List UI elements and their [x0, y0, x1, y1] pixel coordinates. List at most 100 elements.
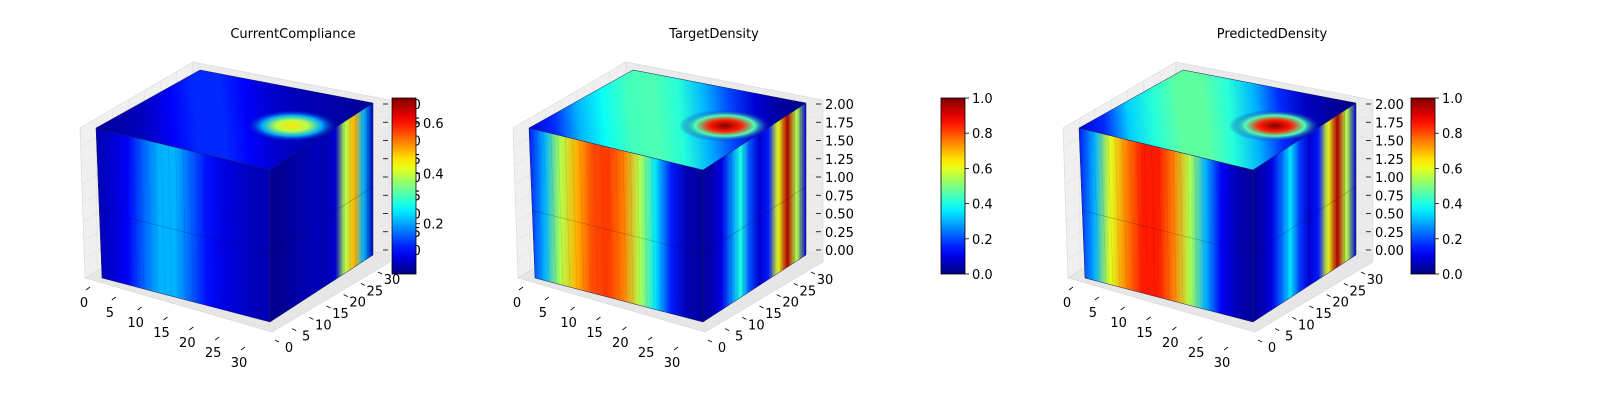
voxel-edge: [139, 138, 145, 290]
colorbar-tick-label: 0.0: [972, 268, 993, 283]
colorbar-frame: [1410, 97, 1436, 275]
x-tick-mark: [1068, 286, 1074, 291]
y-tick-mark: [1309, 305, 1314, 309]
colorbar-tick-label: 1.0: [972, 92, 993, 107]
voxel-edge: [153, 141, 159, 293]
voxel-edge: [1129, 140, 1135, 291]
voxel-edge: [1114, 136, 1121, 288]
voxel-edge: [688, 166, 690, 319]
y-tick-mark: [1257, 339, 1263, 343]
voxel-edge: [1180, 152, 1184, 304]
voxel-edge: [146, 140, 152, 291]
y-tick-label: 5: [1285, 330, 1293, 345]
z-tick-label: 1.75: [825, 116, 854, 131]
x-tick-label: 15: [1136, 326, 1153, 341]
x-tick-mark: [1120, 306, 1125, 311]
voxel-edge: [637, 154, 641, 306]
y-tick-mark: [1292, 316, 1297, 320]
voxel-edge: [601, 145, 606, 297]
voxel-edge: [564, 136, 571, 288]
voxel-edge: [175, 147, 180, 299]
y-tick-mark: [724, 328, 730, 332]
y-tick-mark: [360, 282, 366, 286]
voxel-edge: [1143, 143, 1149, 295]
y-tick-label: 30: [817, 273, 834, 288]
x-tick-mark: [1172, 326, 1177, 331]
cube-top-face: [528, 69, 807, 171]
voxel-edge: [1230, 164, 1233, 317]
voxel-edge: [1093, 131, 1100, 282]
x-tick-label: 30: [231, 356, 248, 371]
voxel-edge: [535, 129, 543, 280]
x-tick-mark: [1146, 316, 1151, 321]
z-tick-label: 1.25: [1375, 153, 1404, 168]
voxel-edge: [247, 164, 250, 317]
voxel-edge: [197, 152, 201, 304]
voxel-edge: [1172, 150, 1177, 302]
z-tick-label: 0.25: [1375, 226, 1404, 241]
y-tick-label: 0: [285, 341, 293, 356]
y-tick-label: 20: [1332, 296, 1349, 311]
voxel-edge: [240, 162, 243, 315]
y-tick-label: 15: [765, 307, 782, 322]
y-tick-mark: [326, 305, 331, 309]
y-tick-mark: [742, 316, 747, 320]
voxel-seam: [1082, 186, 1357, 254]
voxel-edge: [204, 154, 208, 306]
colorbar: [392, 98, 416, 274]
x-tick-label: 0: [80, 296, 88, 311]
z-tick-label: 0.00: [825, 244, 854, 259]
y-tick-label: 25: [1350, 284, 1367, 299]
top-hotspot: [678, 109, 771, 142]
z-tick-label: 0.25: [825, 226, 854, 241]
x-tick-label: 10: [560, 316, 577, 331]
voxel-edge: [1187, 154, 1191, 306]
voxel-edge: [586, 141, 592, 293]
colorbar-tick-label: 0.2: [972, 233, 993, 248]
x-tick-label: 25: [638, 346, 655, 361]
top-hotspot: [245, 109, 338, 142]
y-tick-mark: [810, 271, 816, 275]
voxel-edge: [131, 136, 138, 288]
z-tick-label: 0.75: [825, 189, 854, 204]
voxel-edge: [572, 138, 578, 290]
x-tick-mark: [647, 336, 653, 341]
colorbar: [941, 98, 965, 274]
x-tick-label: 10: [1110, 316, 1127, 331]
colorbar: [1411, 98, 1435, 274]
colorbar-tick-label: 0.4: [423, 167, 444, 182]
colorbar-tick-label: 0.6: [423, 117, 444, 132]
voxel-edge: [255, 166, 257, 319]
y-tick-label: 10: [1298, 318, 1315, 333]
x-tick-label: 5: [106, 306, 114, 321]
colorbar-tick-label: 0.6: [972, 162, 993, 177]
voxel-edge: [673, 162, 676, 315]
voxel-edge: [550, 133, 557, 284]
voxel-edge: [651, 157, 655, 310]
voxel-edge: [557, 134, 564, 286]
voxel-edge: [211, 155, 215, 308]
y-tick-label: 30: [1367, 273, 1384, 288]
y-tick-label: 15: [1315, 307, 1332, 322]
x-tick-label: 15: [586, 326, 603, 341]
top-hotspot: [1228, 109, 1321, 142]
grid-line: [528, 118, 531, 269]
x-tick-mark: [189, 326, 194, 331]
voxel-edge: [189, 150, 194, 302]
x-tick-mark: [596, 316, 601, 321]
voxel-edge: [102, 129, 110, 280]
colorbar-tick-label: 0.8: [972, 127, 993, 142]
voxel-edge: [543, 131, 550, 282]
y-tick-label: 20: [782, 296, 799, 311]
voxel-edge: [593, 143, 599, 295]
voxel-edge: [226, 159, 229, 312]
cube-top-face: [1078, 69, 1357, 171]
grid-line: [1078, 118, 1081, 269]
y-tick-label: 15: [332, 307, 349, 322]
voxel-edge: [1085, 129, 1093, 280]
y-tick-label: 5: [735, 330, 743, 345]
y-tick-label: 30: [384, 273, 401, 288]
y-tick-mark: [309, 316, 314, 320]
voxel-edge: [630, 152, 634, 304]
